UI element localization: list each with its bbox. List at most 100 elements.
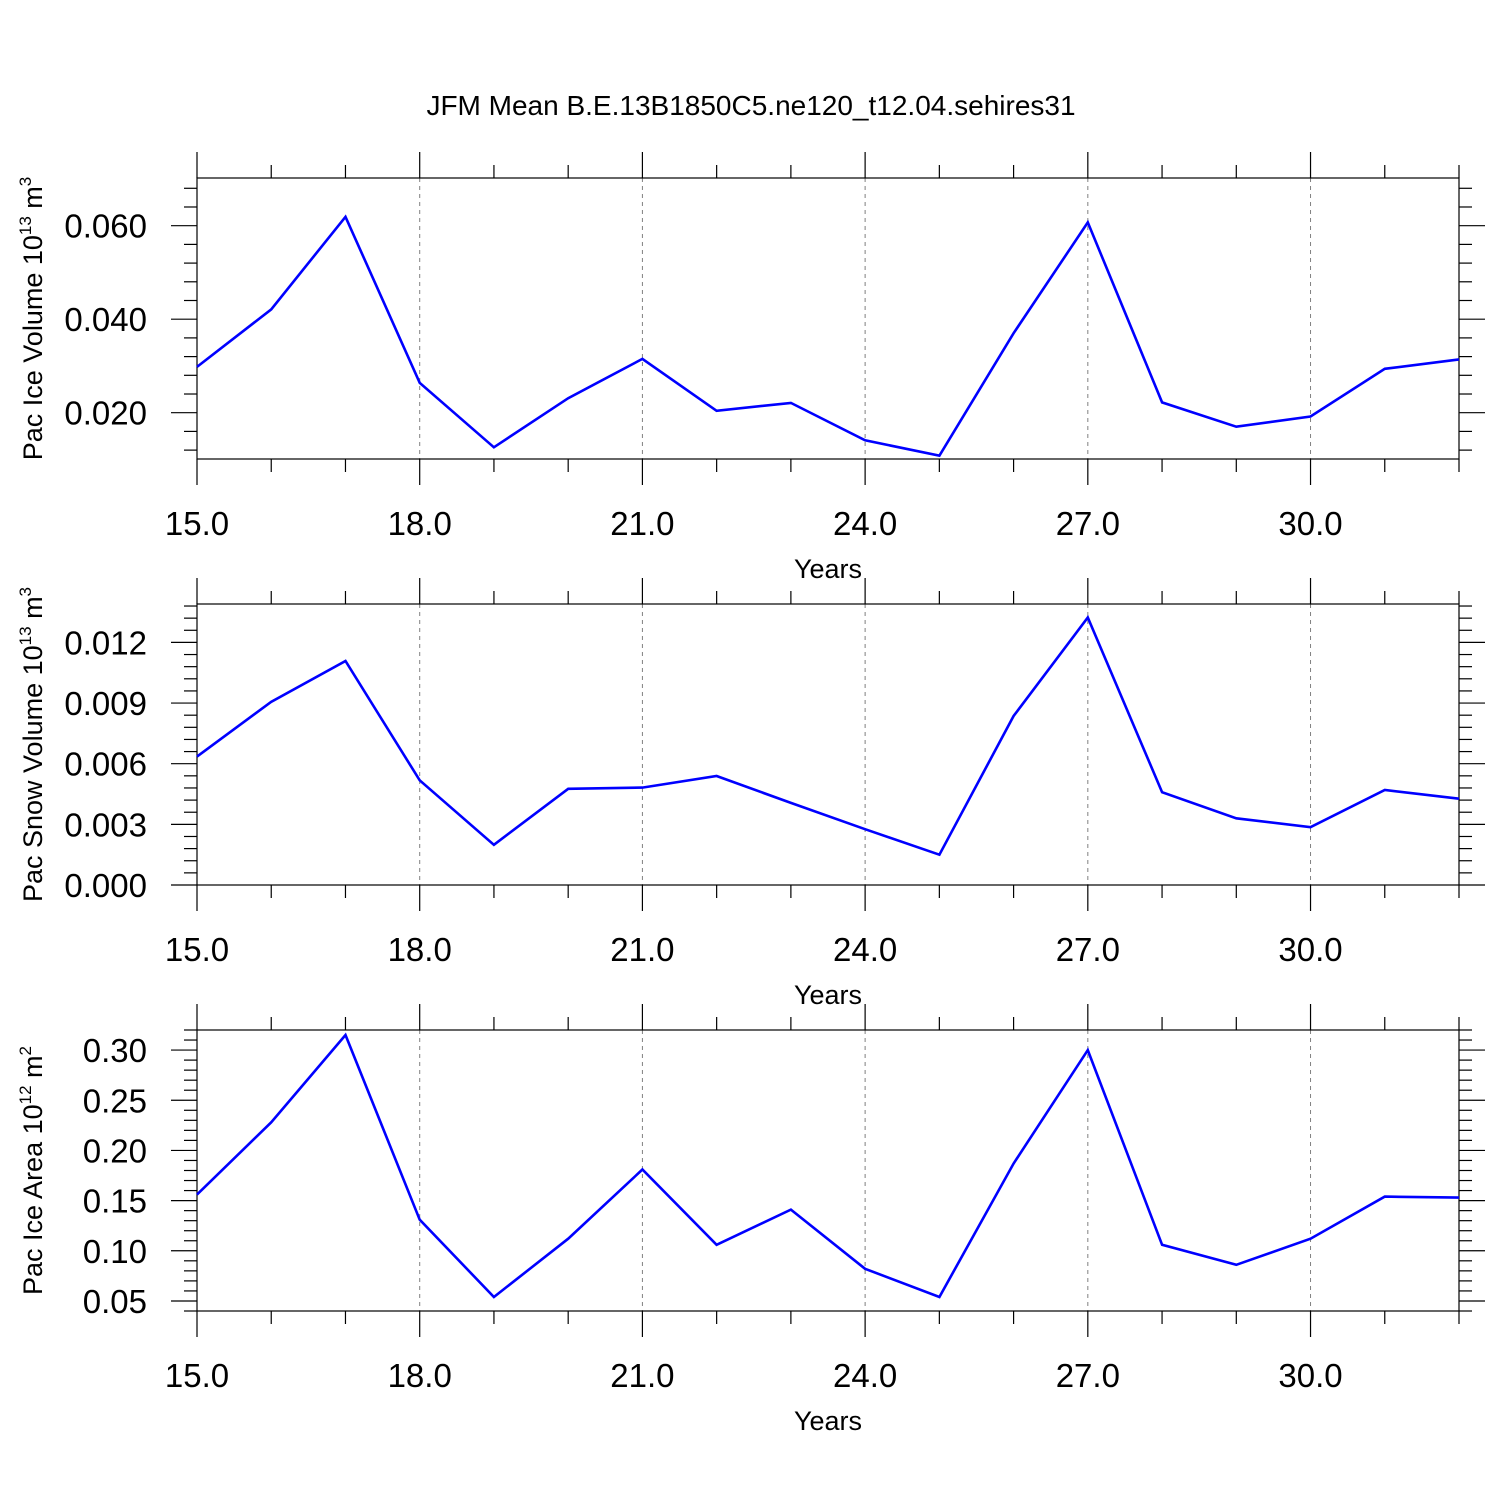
- data-point: [937, 1295, 941, 1299]
- data-point: [195, 365, 199, 369]
- data-point: [269, 307, 273, 311]
- plot-frame: [196, 1029, 1460, 1312]
- chart-title: JFM Mean B.E.13B1850C5.ne120_t12.04.sehi…: [426, 90, 1075, 121]
- y-tick-label: 0.006: [64, 746, 147, 783]
- x-tick-label: 27.0: [1056, 505, 1120, 542]
- data-point: [1234, 816, 1238, 820]
- y-axis-title: Pac Ice Volume 1013 m3: [16, 177, 48, 461]
- data-point: [1234, 425, 1238, 429]
- x-tick-label: 27.0: [1056, 931, 1120, 968]
- data-point: [640, 786, 644, 790]
- y-axis-title-exponent: 13: [16, 216, 35, 235]
- data-point: [640, 357, 644, 361]
- data-point: [1012, 714, 1016, 718]
- x-axis-title: Years: [794, 554, 862, 584]
- data-point: [1383, 788, 1387, 792]
- data-point: [343, 659, 347, 663]
- series-line: [196, 214, 1460, 458]
- y-axis-title: Pac Snow Volume 1013 m3: [16, 587, 48, 902]
- y-axis-title-text: Pac Snow Volume 10: [18, 645, 48, 902]
- data-point: [1012, 1161, 1016, 1165]
- plot-frame: [196, 603, 1460, 886]
- x-tick-label: 30.0: [1278, 1357, 1342, 1394]
- data-point: [1160, 400, 1164, 404]
- x-tick-label: 15.0: [165, 1357, 229, 1394]
- y-axis-title-unit-exponent: 2: [16, 1046, 35, 1055]
- y-axis-title-text: Pac Ice Area 10: [18, 1104, 48, 1295]
- data-point: [1457, 1196, 1461, 1200]
- x-tick-label: 18.0: [388, 1357, 452, 1394]
- data-point: [418, 778, 422, 782]
- series-line: [196, 1032, 1460, 1299]
- data-point: [715, 409, 719, 413]
- plot-frame: [196, 177, 1460, 460]
- data-point: [1383, 1195, 1387, 1199]
- data-point: [418, 1218, 422, 1222]
- x-axis-title: Years: [794, 1406, 862, 1436]
- data-point: [343, 1033, 347, 1037]
- data-point: [863, 827, 867, 831]
- x-tick-label: 30.0: [1278, 931, 1342, 968]
- y-axis-title-unit-exponent: 3: [16, 177, 35, 186]
- x-tick-label: 15.0: [165, 505, 229, 542]
- x-tick-label: 30.0: [1278, 505, 1342, 542]
- data-point: [492, 445, 496, 449]
- data-point: [1160, 790, 1164, 794]
- y-axis-title-unit-exponent: 3: [16, 587, 35, 596]
- data-point: [269, 1120, 273, 1124]
- data-point: [492, 843, 496, 847]
- x-tick-label: 24.0: [833, 1357, 897, 1394]
- x-tick-label: 21.0: [610, 1357, 674, 1394]
- data-point: [1457, 357, 1461, 361]
- data-point: [1309, 414, 1313, 418]
- data-point: [195, 755, 199, 759]
- data-point: [343, 215, 347, 219]
- data-point: [1086, 220, 1090, 224]
- y-axis-title: Pac Ice Area 1012 m2: [16, 1046, 48, 1295]
- data-point: [1012, 331, 1016, 335]
- data-point: [1309, 1237, 1313, 1241]
- x-tick-label: 18.0: [388, 931, 452, 968]
- x-tick-label: 18.0: [388, 505, 452, 542]
- panel-2: 15.0 18.0 21.0 24.0 27.0 30.0 Years 0.000 0.003 0…: [16, 578, 1485, 1010]
- y-axis-title-unit: m: [18, 1055, 48, 1085]
- x-tick-label: 27.0: [1056, 1357, 1120, 1394]
- x-axis-title: Years: [794, 980, 862, 1010]
- panel-1: 15.0 18.0 21.0 24.0 27.0 30.0 Years 0.020 0.040 0…: [16, 152, 1485, 584]
- data-point: [269, 700, 273, 704]
- series-line: [196, 614, 1460, 857]
- data-point: [715, 1243, 719, 1247]
- data-point: [863, 438, 867, 442]
- data-point: [1234, 1263, 1238, 1267]
- data-point: [1086, 616, 1090, 620]
- y-axis-title-exponent: 13: [16, 626, 35, 645]
- data-point: [937, 454, 941, 458]
- y-tick-label: 0.003: [64, 806, 147, 843]
- data-point: [715, 774, 719, 778]
- y-axis-title-exponent: 12: [16, 1085, 35, 1104]
- y-tick-label: 0.20: [83, 1132, 147, 1169]
- data-point: [195, 1193, 199, 1197]
- y-tick-label: 0.25: [83, 1082, 147, 1119]
- x-tick-label: 15.0: [165, 931, 229, 968]
- y-axis-title-unit: m: [18, 186, 48, 216]
- data-point: [1457, 797, 1461, 801]
- data-point: [789, 1208, 793, 1212]
- data-point: [1383, 367, 1387, 371]
- data-point: [1309, 825, 1313, 829]
- x-tick-label: 21.0: [610, 505, 674, 542]
- y-tick-label: 0.012: [64, 624, 147, 661]
- data-point: [937, 853, 941, 857]
- data-point: [566, 396, 570, 400]
- y-axis-title-text: Pac Ice Volume 10: [18, 235, 48, 460]
- data-point: [492, 1295, 496, 1299]
- x-tick-label: 24.0: [833, 505, 897, 542]
- data-point: [1086, 1048, 1090, 1052]
- y-tick-label: 0.000: [64, 867, 147, 904]
- data-point: [863, 1267, 867, 1271]
- data-point: [566, 1237, 570, 1241]
- y-axis-title-unit: m: [18, 596, 48, 626]
- panel-3: 15.0 18.0 21.0 24.0 27.0 30.0 Years 0.05 0.10 0.1…: [16, 1004, 1485, 1436]
